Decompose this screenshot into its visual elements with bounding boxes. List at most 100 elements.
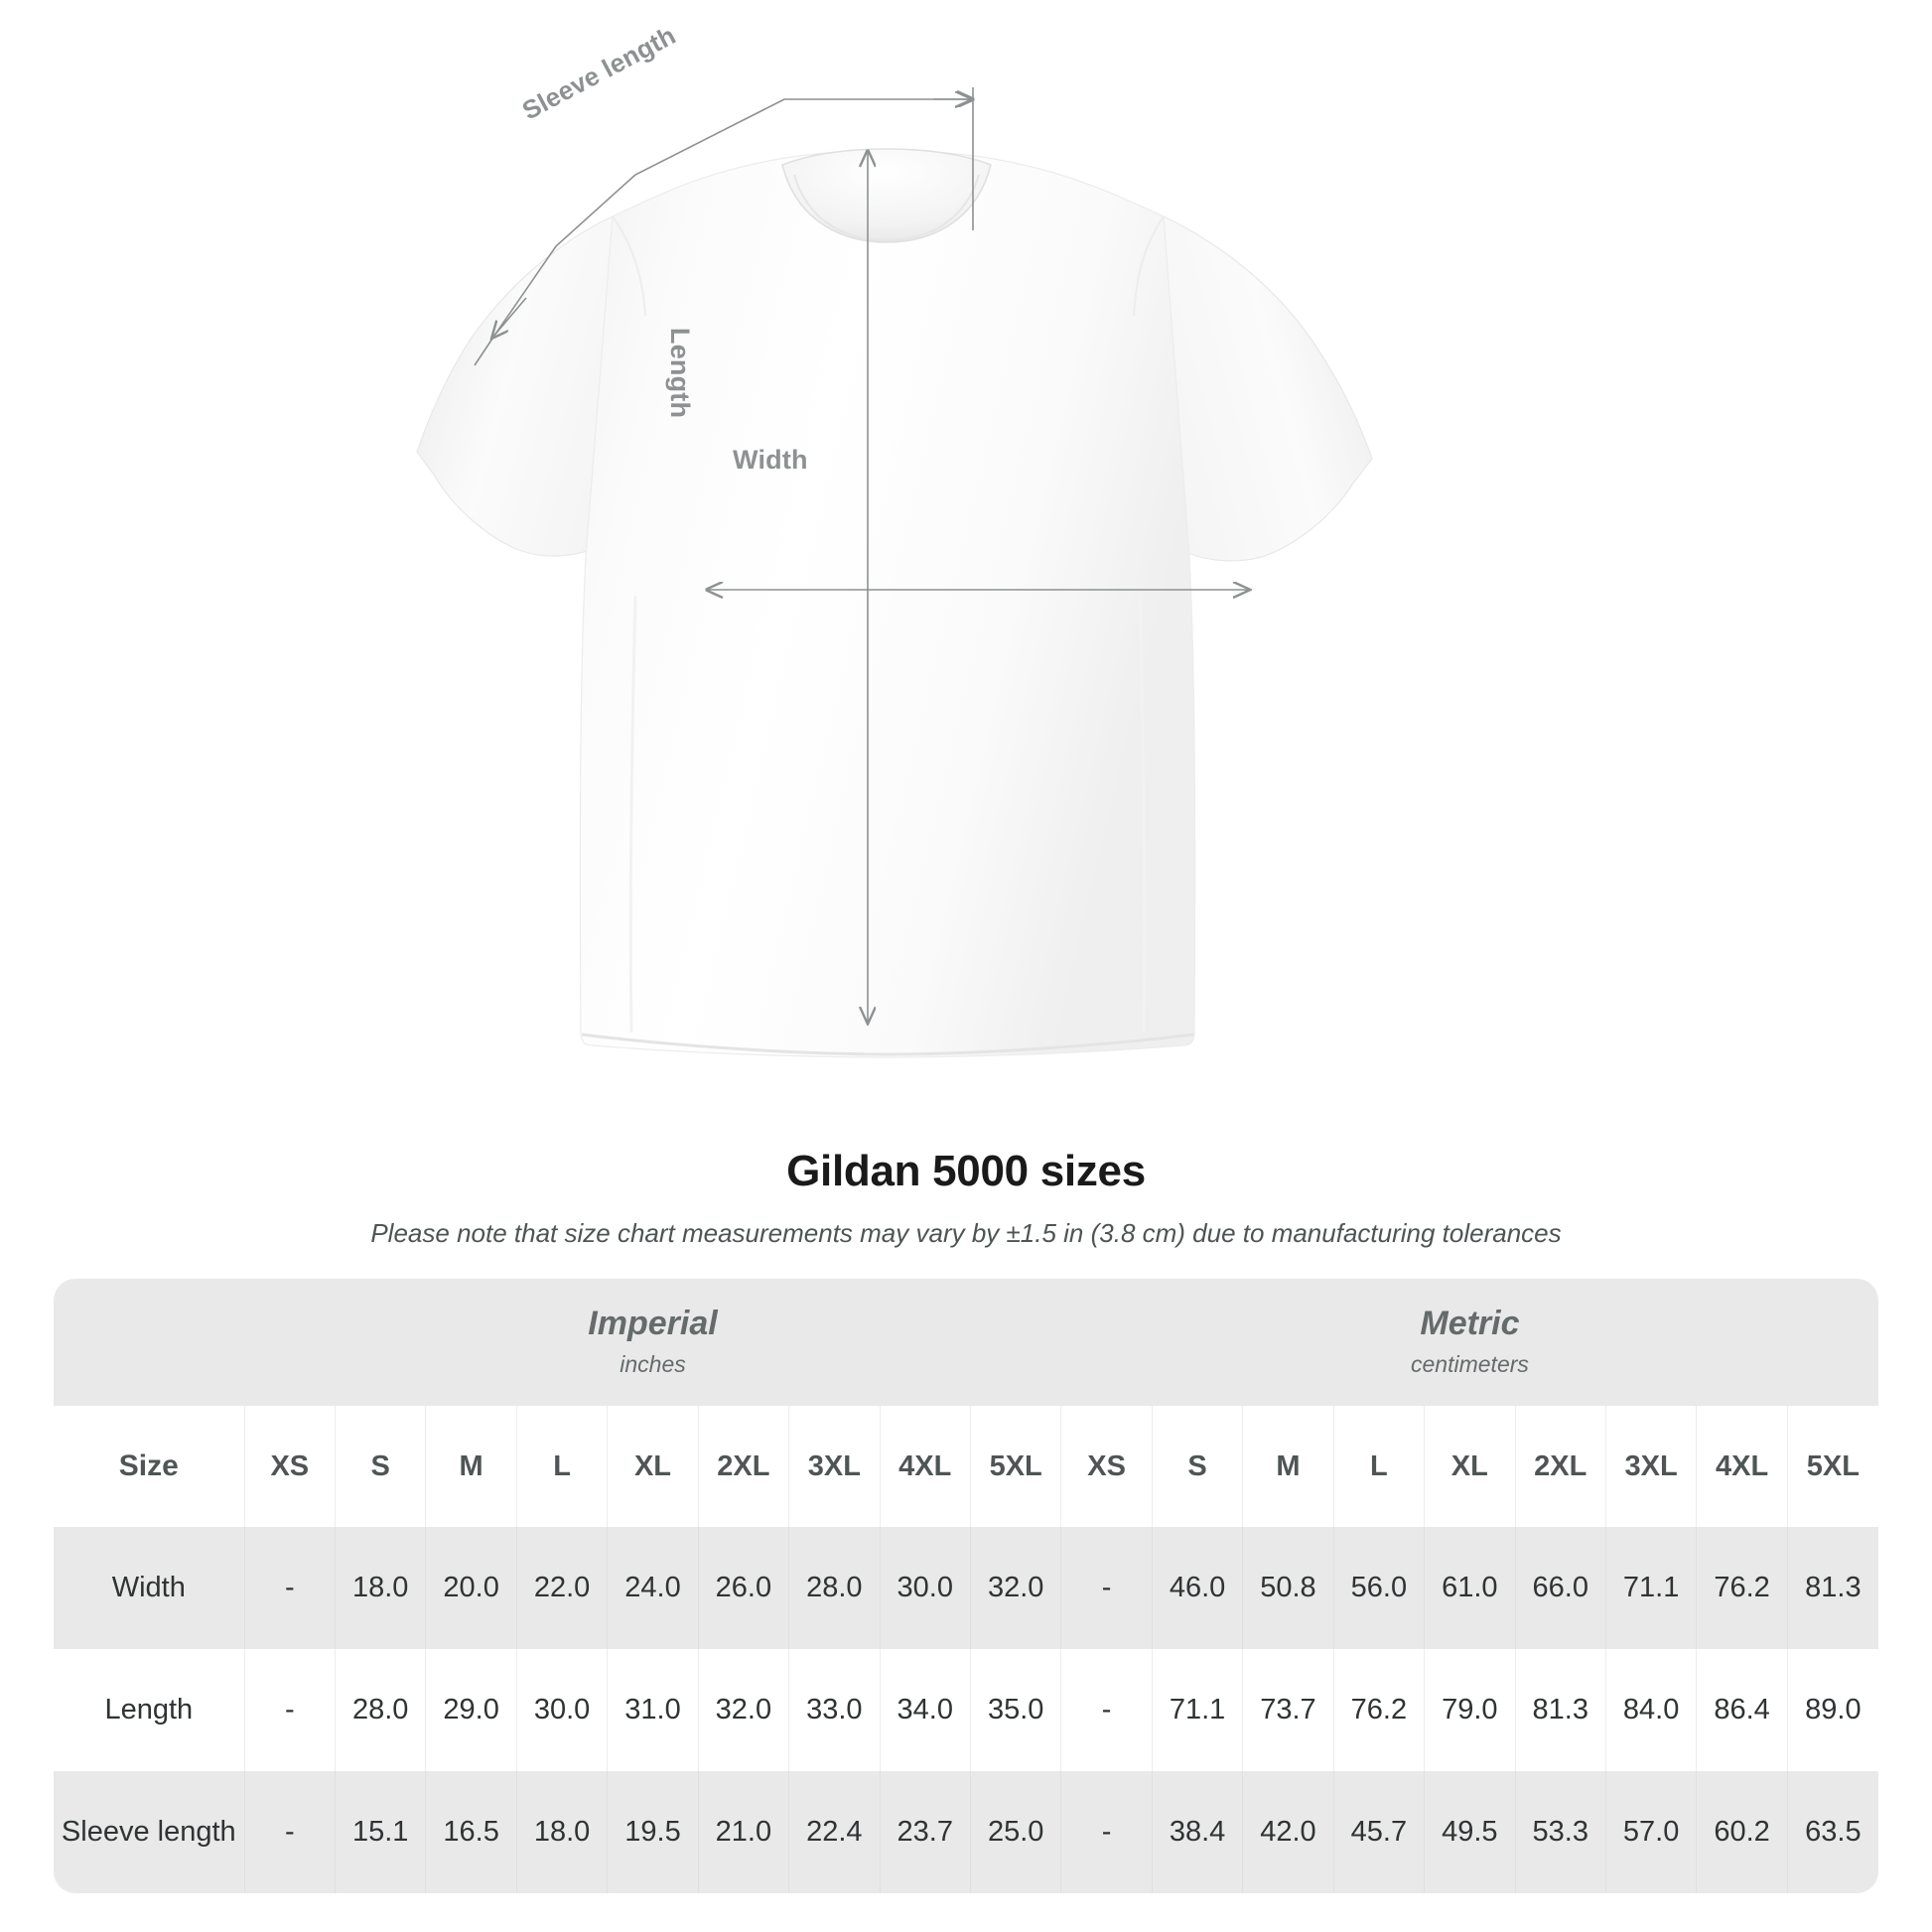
header-size-imp-4: XL — [607, 1406, 699, 1527]
cell-width-imp-4: 24.0 — [607, 1527, 699, 1649]
cell-sleeve-imp-2: 16.5 — [425, 1771, 517, 1893]
cell-width-imp-3: 22.0 — [515, 1527, 608, 1649]
header-size-met-1: S — [1151, 1406, 1243, 1527]
header-size-met-4: XL — [1424, 1406, 1516, 1527]
cell-width-imp-0: - — [243, 1527, 336, 1649]
cell-length-met-5: 81.3 — [1514, 1649, 1606, 1771]
cell-length-imp-1: 28.0 — [334, 1649, 426, 1771]
header-size-imp-7: 4XL — [879, 1406, 971, 1527]
cell-sleeve-imp-5: 21.0 — [697, 1771, 789, 1893]
sleeve-arrow-diagonal — [493, 99, 973, 337]
unit-sub-metric: centimeters — [1411, 1351, 1529, 1378]
unit-cell-metric: Metric centimeters — [1060, 1279, 1878, 1406]
length-label: Length — [665, 328, 695, 419]
cell-sleeve-imp-1: 15.1 — [334, 1771, 426, 1893]
cell-width-met-5: 66.0 — [1514, 1527, 1606, 1649]
cell-width-met-3: 56.0 — [1332, 1527, 1425, 1649]
cell-width-imp-5: 26.0 — [697, 1527, 789, 1649]
page-subtitle: Please note that size chart measurements… — [370, 1218, 1562, 1248]
cell-sleeve-met-7: 60.2 — [1696, 1771, 1788, 1893]
size-header-row: Size XS S M L XL 2XL 3XL 4XL 5XL XS S M … — [54, 1406, 1878, 1527]
cell-sleeve-met-2: 42.0 — [1242, 1771, 1334, 1893]
cell-sleeve-imp-7: 23.7 — [879, 1771, 971, 1893]
cell-sleeve-imp-8: 25.0 — [969, 1771, 1061, 1893]
title-block: Gildan 5000 sizes Please note that size … — [0, 1147, 1932, 1249]
cell-length-met-0: - — [1060, 1649, 1153, 1771]
tshirt-illustration — [416, 87, 1373, 1058]
unit-sub-imperial: inches — [620, 1351, 686, 1378]
header-size-imp-3: L — [515, 1406, 608, 1527]
cell-width-met-4: 61.0 — [1424, 1527, 1516, 1649]
cell-length-imp-8: 35.0 — [969, 1649, 1061, 1771]
header-size-met-6: 3XL — [1604, 1406, 1697, 1527]
cell-sleeve-met-4: 49.5 — [1424, 1771, 1516, 1893]
header-size-met-5: 2XL — [1514, 1406, 1606, 1527]
cell-sleeve-met-0: - — [1060, 1771, 1153, 1893]
unit-name-metric: Metric — [1420, 1304, 1520, 1342]
header-size-met-3: L — [1332, 1406, 1425, 1527]
unit-cell-imperial: Imperial inches — [244, 1279, 1061, 1406]
header-size-imp-6: 3XL — [788, 1406, 881, 1527]
header-size-imp-8: 5XL — [969, 1406, 1061, 1527]
cell-width-imp-7: 30.0 — [879, 1527, 971, 1649]
header-size-met-8: 5XL — [1786, 1406, 1878, 1527]
cell-width-imp-2: 20.0 — [425, 1527, 517, 1649]
header-size-imp-2: M — [425, 1406, 517, 1527]
cell-length-imp-4: 31.0 — [607, 1649, 699, 1771]
cell-width-met-8: 81.3 — [1786, 1527, 1878, 1649]
page-title: Gildan 5000 sizes — [786, 1147, 1146, 1195]
cell-length-met-6: 84.0 — [1604, 1649, 1697, 1771]
cell-width-met-1: 46.0 — [1151, 1527, 1243, 1649]
table-row: Width - 18.0 20.0 22.0 24.0 26.0 28.0 30… — [54, 1527, 1878, 1649]
cell-length-met-1: 71.1 — [1151, 1649, 1243, 1771]
cell-length-imp-7: 34.0 — [879, 1649, 971, 1771]
cell-sleeve-met-5: 53.3 — [1514, 1771, 1606, 1893]
header-size-met-7: 4XL — [1696, 1406, 1788, 1527]
cell-sleeve-imp-0: - — [243, 1771, 336, 1893]
cell-length-imp-2: 29.0 — [425, 1649, 517, 1771]
cell-width-imp-6: 28.0 — [788, 1527, 881, 1649]
width-label: Width — [733, 445, 808, 475]
header-size-imp-5: 2XL — [697, 1406, 789, 1527]
table-row: Length - 28.0 29.0 30.0 31.0 32.0 33.0 3… — [54, 1649, 1878, 1771]
cell-width-met-2: 50.8 — [1242, 1527, 1334, 1649]
cell-sleeve-met-3: 45.7 — [1332, 1771, 1425, 1893]
cell-length-met-3: 76.2 — [1332, 1649, 1425, 1771]
cell-length-imp-6: 33.0 — [788, 1649, 881, 1771]
header-size-label: Size — [54, 1406, 245, 1527]
cell-sleeve-imp-3: 18.0 — [515, 1771, 608, 1893]
unit-spacer-cell — [54, 1279, 245, 1406]
cell-width-imp-1: 18.0 — [334, 1527, 426, 1649]
unit-name-imperial: Imperial — [588, 1304, 718, 1342]
cell-length-met-8: 89.0 — [1786, 1649, 1878, 1771]
header-size-imp-0: XS — [243, 1406, 336, 1527]
cell-sleeve-imp-6: 22.4 — [788, 1771, 881, 1893]
cell-sleeve-imp-4: 19.5 — [607, 1771, 699, 1893]
cell-length-met-7: 86.4 — [1696, 1649, 1788, 1771]
cell-width-imp-8: 32.0 — [969, 1527, 1061, 1649]
cell-sleeve-met-6: 57.0 — [1604, 1771, 1697, 1893]
cell-sleeve-met-8: 63.5 — [1786, 1771, 1878, 1893]
size-table: Imperial inches Metric centimeters Size … — [54, 1279, 1878, 1893]
cell-width-met-6: 71.1 — [1604, 1527, 1697, 1649]
header-size-imp-1: S — [334, 1406, 426, 1527]
cell-width-met-7: 76.2 — [1696, 1527, 1788, 1649]
tshirt-body-shape — [416, 148, 1373, 1058]
cell-width-met-0: - — [1060, 1527, 1153, 1649]
table-row: Sleeve length - 15.1 16.5 18.0 19.5 21.0… — [54, 1771, 1878, 1893]
row-label-sleeve-length: Sleeve length — [54, 1771, 245, 1893]
header-size-met-0: XS — [1060, 1406, 1153, 1527]
cell-length-imp-0: - — [243, 1649, 336, 1771]
size-table-container: Imperial inches Metric centimeters Size … — [54, 1279, 1878, 1893]
cell-sleeve-met-1: 38.4 — [1151, 1771, 1243, 1893]
row-label-length: Length — [54, 1649, 245, 1771]
cell-length-imp-3: 30.0 — [515, 1649, 608, 1771]
header-size-met-2: M — [1242, 1406, 1334, 1527]
measurement-guides — [474, 87, 1249, 1023]
cell-length-met-2: 73.7 — [1242, 1649, 1334, 1771]
cell-length-imp-5: 32.0 — [697, 1649, 789, 1771]
row-label-width: Width — [54, 1527, 245, 1649]
unit-header-row: Imperial inches Metric centimeters — [54, 1279, 1878, 1406]
cell-length-met-4: 79.0 — [1424, 1649, 1516, 1771]
